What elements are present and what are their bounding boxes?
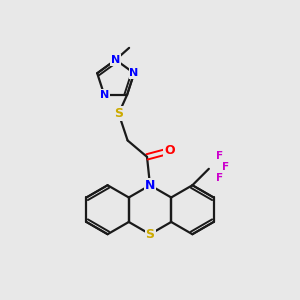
Text: O: O bbox=[164, 144, 175, 158]
Text: F: F bbox=[222, 162, 229, 172]
Text: N: N bbox=[111, 55, 120, 65]
Text: S: S bbox=[146, 228, 154, 241]
Text: S: S bbox=[114, 107, 123, 120]
Text: F: F bbox=[216, 173, 224, 183]
Text: N: N bbox=[145, 179, 155, 192]
Text: N: N bbox=[100, 90, 109, 100]
Text: F: F bbox=[216, 151, 224, 161]
Text: N: N bbox=[130, 68, 139, 78]
